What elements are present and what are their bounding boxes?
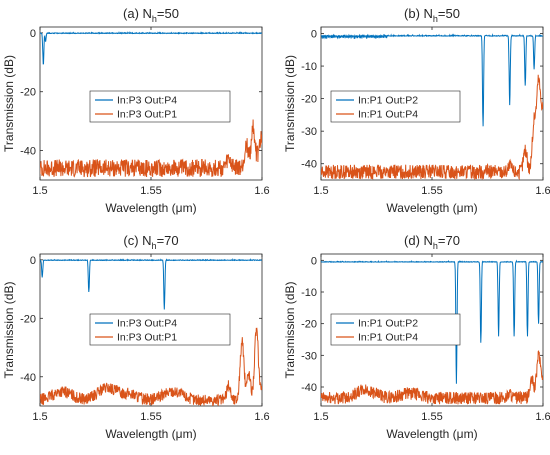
series-line-1 [321, 259, 543, 384]
legend: In:P3 Out:P4 In:P3 Out:P1 [89, 90, 231, 123]
y-tick-label: -30 [301, 126, 317, 138]
ticks: 1.5 1.55 1.6 0 -20 -40 [20, 254, 270, 423]
subplot-panel: (d) Nh=70 Transmission (dB) Wavelength (… [283, 233, 550, 441]
x-tick-label: 1.6 [254, 185, 269, 197]
series-line-2 [321, 350, 543, 405]
y-tick-label: 0 [311, 29, 317, 41]
x-axis-label: Wavelength (μm) [386, 427, 477, 441]
y-tick-label: -40 [301, 159, 317, 171]
x-tick-label: 1.55 [140, 411, 161, 423]
subplot-title: (d) Nh=70 [404, 233, 460, 251]
y-tick-label: -20 [20, 313, 36, 325]
y-tick-label: 0 [30, 255, 36, 267]
subplot-panel: (c) Nh=70 Transmission (dB) Wavelength (… [2, 233, 270, 441]
x-tick-label: 1.55 [421, 185, 442, 197]
y-tick-label: -10 [301, 61, 317, 73]
x-tick-label: 1.5 [313, 411, 328, 423]
y-tick-label: 0 [30, 28, 36, 40]
ticks: 1.5 1.55 1.6 0 -10 -20 -30 -40 [301, 254, 550, 423]
y-tick-label: -20 [301, 94, 317, 106]
y-tick-label: -40 [301, 382, 317, 394]
legend-entry-series-2: In:P3 Out:P1 [117, 109, 177, 121]
x-axis-label: Wavelength (μm) [386, 201, 477, 215]
subplot-title: (b) Nh=50 [404, 6, 460, 24]
y-axis-label: Transmission (dB) [2, 55, 16, 152]
subplot-panel: (a) Nh=50 Transmission (dB) Wavelength (… [2, 6, 270, 215]
x-axis-label: Wavelength (μm) [105, 427, 196, 441]
series-line-2 [321, 74, 543, 180]
legend-entry-series-2: In:P1 Out:P4 [358, 332, 418, 344]
legend-box [89, 313, 231, 346]
series-line-1 [40, 258, 262, 310]
ticks: 1.5 1.55 1.6 0 -10 -20 -30 -40 [301, 27, 550, 197]
y-tick-label: -20 [20, 87, 36, 99]
x-tick-label: 1.6 [535, 185, 550, 197]
y-tick-label: -40 [20, 372, 36, 384]
plot-lines [321, 259, 543, 405]
legend-entry-series-1: In:P1 Out:P2 [358, 95, 418, 107]
x-tick-label: 1.55 [421, 411, 442, 423]
legend-entry-series-1: In:P3 Out:P4 [117, 95, 177, 107]
x-tick-label: 1.5 [32, 185, 47, 197]
y-tick-label: -30 [301, 350, 317, 362]
plot-lines [40, 31, 262, 178]
series-line-2 [40, 327, 262, 406]
subplot-title: (c) Nh=70 [123, 233, 178, 251]
legend: In:P1 Out:P2 In:P1 Out:P4 [330, 90, 461, 123]
legend-box [330, 313, 461, 346]
y-tick-label: -20 [301, 319, 317, 331]
x-tick-label: 1.55 [140, 185, 161, 197]
plot-lines [321, 33, 543, 180]
subplot-panel: (b) Nh=50 Transmission (dB) Wavelength (… [283, 6, 550, 215]
y-tick-label: -10 [301, 287, 317, 299]
legend: In:P1 Out:P2 In:P1 Out:P4 [330, 313, 461, 346]
legend: In:P3 Out:P4 In:P3 Out:P1 [89, 313, 231, 346]
y-axis-label: Transmission (dB) [2, 282, 16, 379]
x-tick-label: 1.5 [32, 411, 47, 423]
legend-entry-series-1: In:P3 Out:P4 [117, 318, 177, 330]
series-line-2 [40, 119, 262, 178]
legend-box [330, 90, 461, 123]
subplot-title: (a) Nh=50 [123, 6, 179, 24]
legend-entry-series-1: In:P1 Out:P2 [358, 318, 418, 330]
x-tick-label: 1.5 [313, 185, 328, 197]
legend-entry-series-2: In:P1 Out:P4 [358, 109, 418, 121]
x-tick-label: 1.6 [535, 411, 550, 423]
series-line-1 [40, 31, 262, 65]
x-axis-label: Wavelength (μm) [105, 201, 196, 215]
legend-box [89, 90, 231, 123]
series-line-1 [321, 33, 543, 127]
y-axis-label: Transmission (dB) [283, 55, 297, 152]
plot-lines [40, 258, 262, 406]
y-axis-label: Transmission (dB) [283, 282, 297, 379]
x-tick-label: 1.6 [254, 411, 269, 423]
y-tick-label: -40 [20, 146, 36, 158]
y-tick-label: 0 [311, 255, 317, 267]
legend-entry-series-2: In:P3 Out:P1 [117, 332, 177, 344]
